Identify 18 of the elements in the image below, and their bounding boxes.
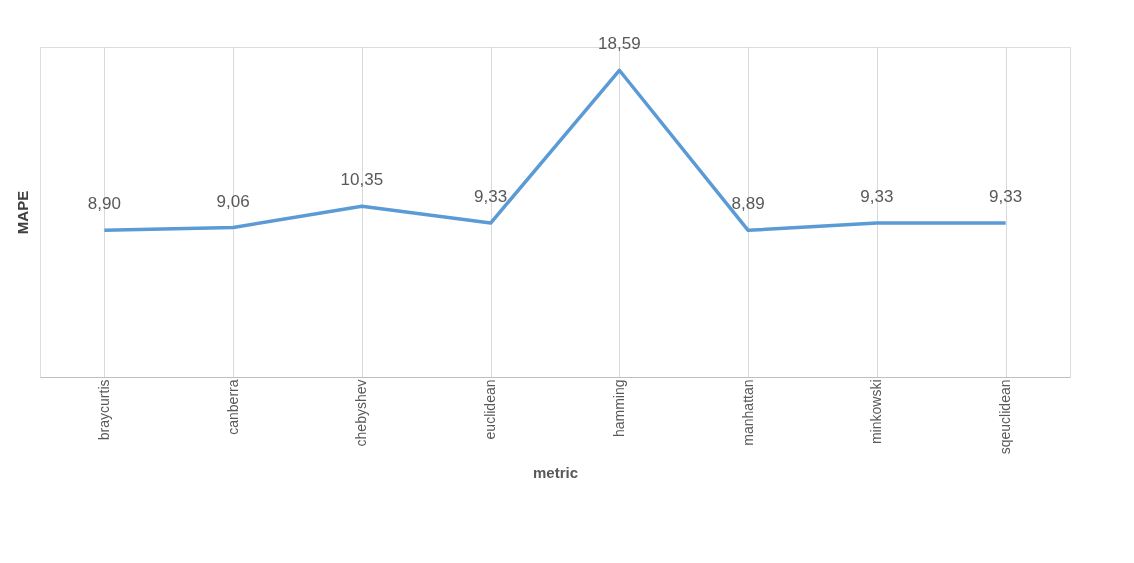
x-tick-label: canberra <box>224 379 241 435</box>
x-tick-label: sqeuclidean <box>997 379 1014 455</box>
data-label: 18,59 <box>598 34 641 54</box>
x-tick-label: braycurtis <box>95 379 112 441</box>
data-label: 8,90 <box>87 194 121 214</box>
data-label: 9,33 <box>989 187 1023 207</box>
data-label: 9,33 <box>860 187 894 207</box>
data-label: 9,06 <box>216 191 250 211</box>
x-tick-label: minkowski <box>868 379 885 445</box>
y-axis-title: MAPE <box>13 190 31 235</box>
data-label: 9,33 <box>474 187 508 207</box>
data-label: 8,89 <box>731 194 765 214</box>
data-label: 10,35 <box>340 170 384 190</box>
x-axis-title: metric <box>532 464 579 482</box>
x-tick-label: euclidean <box>482 379 499 440</box>
x-tick-label: chebyshev <box>353 379 370 447</box>
x-tick-label: manhattan <box>739 379 756 446</box>
x-tick-label: hamming <box>610 379 627 438</box>
